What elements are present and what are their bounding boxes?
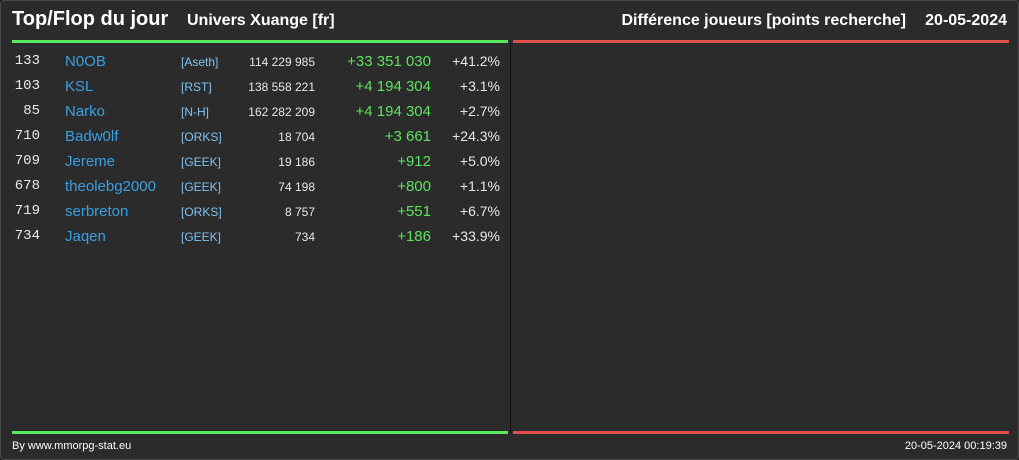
player-points: 74 198: [278, 180, 315, 194]
alliance-tag: [RST]: [181, 80, 212, 94]
player-rank: 734: [14, 228, 40, 244]
header-date: 20-05-2024: [925, 12, 1007, 29]
player-points: 19 186: [278, 155, 315, 169]
percent-change: +33.9%: [452, 228, 500, 244]
percent-change: +24.3%: [452, 128, 500, 144]
percent-change: +2.7%: [459, 103, 500, 119]
points-difference: +912: [397, 153, 431, 170]
player-name-link[interactable]: Jereme: [65, 153, 116, 170]
flop-column-bottom-bar: [513, 431, 1009, 434]
player-points: 18 704: [278, 130, 315, 144]
player-rank: 103: [14, 78, 40, 94]
alliance-tag: [GEEK]: [181, 155, 222, 169]
player-rank: 719: [14, 203, 40, 219]
player-points: 138 558 221: [248, 80, 315, 94]
top-column-bottom-bar: [12, 431, 508, 434]
list-item: 719 serbreton [ORKS] 8 757 +551 +6.7%: [1, 200, 510, 225]
alliance-tag: [GEEK]: [181, 230, 222, 244]
player-rank: 678: [14, 178, 40, 194]
page-title: Top/Flop du jour: [12, 8, 169, 30]
percent-change: +5.0%: [459, 153, 500, 169]
list-item: 710 Badw0lf [ORKS] 18 704 +3 661 +24.3%: [1, 125, 510, 150]
player-rank: 133: [14, 53, 40, 69]
percent-change: +3.1%: [459, 78, 500, 94]
player-name-link[interactable]: KSL: [65, 78, 94, 95]
top-column-bar: [12, 40, 508, 43]
points-difference: +33 351 030: [347, 53, 431, 70]
alliance-tag: [ORKS]: [181, 205, 222, 219]
universe-label: Univers Xuange [fr]: [187, 12, 335, 29]
player-points: 8 757: [284, 205, 315, 219]
list-item: 678 theolebg2000 [GEEK] 74 198 +800 +1.1%: [1, 175, 510, 200]
percent-change: +6.7%: [459, 203, 500, 219]
player-name-link[interactable]: N0OB: [65, 53, 106, 70]
points-difference: +551: [397, 203, 431, 220]
points-difference: +4 194 304: [355, 103, 432, 120]
footer-credit: By www.mmorpg-stat.eu: [12, 440, 132, 452]
list-item: 85 Narko [N-H] 162 282 209 +4 194 304 +2.7%: [1, 100, 510, 125]
list-item: 709 Jereme [GEEK] 19 186 +912 +5.0%: [1, 150, 510, 175]
flop-column-bar: [513, 40, 1009, 43]
top-list: 133 N0OB [Aseth] 114 229 985 +33 351 030 +41.…: [1, 50, 510, 250]
player-rank: 709: [14, 153, 40, 169]
column-divider: [510, 43, 511, 433]
alliance-tag: [GEEK]: [181, 180, 222, 194]
percent-change: +41.2%: [452, 53, 500, 69]
points-difference: +4 194 304: [355, 78, 432, 95]
footer-timestamp: 20-05-2024 00:19:39: [904, 440, 1007, 452]
player-points: 734: [294, 230, 315, 244]
list-item: 133 N0OB [Aseth] 114 229 985 +33 351 030 +41.…: [1, 50, 510, 75]
metric-subtitle: Différence joueurs [points recherche]: [621, 12, 906, 29]
player-name-link[interactable]: Jaqen: [65, 228, 106, 245]
percent-change: +1.1%: [459, 178, 500, 194]
player-points: 162 282 209: [248, 105, 315, 119]
alliance-tag: [ORKS]: [181, 130, 222, 144]
points-difference: +3 661: [384, 128, 431, 145]
player-points: 114 229 985: [249, 55, 315, 69]
player-name-link[interactable]: Narko: [65, 103, 106, 120]
list-item: 734 Jaqen [GEEK] 734 +186 +33.9%: [1, 225, 510, 250]
alliance-tag: [N-H]: [181, 105, 209, 119]
player-name-link[interactable]: serbreton: [65, 203, 129, 220]
points-difference: +800: [397, 178, 431, 195]
points-difference: +186: [397, 228, 431, 245]
player-name-link[interactable]: Badw0lf: [65, 128, 119, 145]
player-name-link[interactable]: theolebg2000: [65, 178, 156, 195]
list-item: 103 KSL [RST] 138 558 221 +4 194 304 +3.1%: [1, 75, 510, 100]
player-rank: 710: [14, 128, 40, 144]
player-rank: 85: [23, 103, 40, 119]
alliance-tag: [Aseth]: [181, 55, 219, 69]
